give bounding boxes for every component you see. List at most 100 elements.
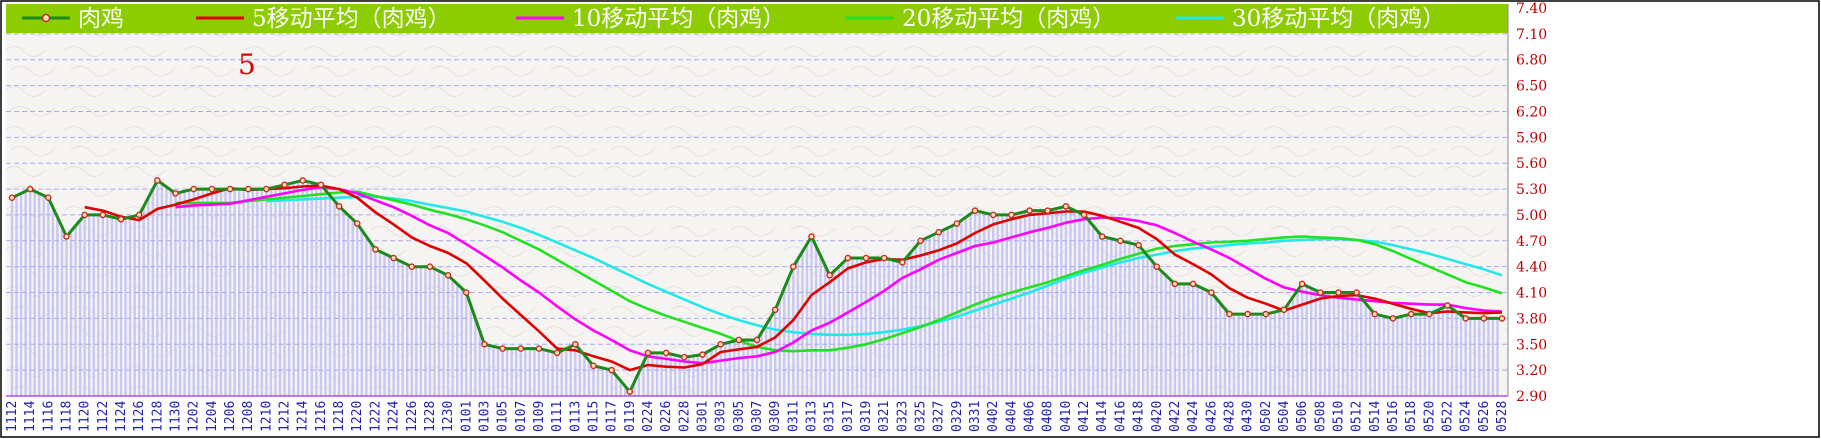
price-marker <box>1371 310 1379 318</box>
price-marker <box>1117 237 1124 245</box>
price-marker <box>753 336 761 344</box>
price-marker <box>626 388 634 395</box>
x-tick-label: 0418 <box>1132 401 1147 432</box>
price-marker <box>45 194 52 201</box>
price-marker <box>1462 315 1469 322</box>
x-tick-label: 0331 <box>968 401 983 432</box>
price-marker <box>826 271 833 279</box>
price-marker <box>1335 289 1342 296</box>
y-tick-label: 5.60 <box>1516 156 1547 172</box>
x-tick-label: 0428 <box>1222 401 1237 432</box>
annotation-label: 5 <box>238 48 256 81</box>
y-tick-label: 3.80 <box>1516 311 1547 327</box>
legend-label-ma5: 5移动平均（肉鸡） <box>252 6 451 32</box>
x-tick-label: 0115 <box>586 401 601 432</box>
price-marker <box>608 366 615 374</box>
price-marker <box>1189 280 1197 288</box>
legend-background <box>6 4 1508 33</box>
x-tick-label: 1128 <box>150 401 165 432</box>
x-tick-label: 0103 <box>477 401 492 432</box>
x-tick-label: 0105 <box>496 401 511 432</box>
price-marker <box>390 254 397 262</box>
price-marker <box>771 306 779 314</box>
price-marker <box>517 345 525 352</box>
price-marker <box>499 345 506 352</box>
x-tick-label: 1214 <box>296 401 311 432</box>
x-tick-label: 1224 <box>387 401 402 432</box>
price-marker <box>1407 310 1415 318</box>
x-tick-label: 0301 <box>695 401 710 432</box>
price-marker <box>154 177 161 184</box>
price-marker <box>1244 310 1251 318</box>
price-marker <box>1080 211 1088 219</box>
x-tick-label: 0309 <box>768 401 783 432</box>
x-tick-label: 0313 <box>805 401 820 432</box>
price-marker <box>1316 289 1324 296</box>
price-marker <box>1389 315 1397 322</box>
x-tick-label: 0311 <box>786 401 801 432</box>
x-tick-label: 1114 <box>23 401 38 432</box>
x-tick-label: 0224 <box>641 401 656 432</box>
price-marker <box>808 233 815 240</box>
x-tick-label: 0111 <box>550 401 565 432</box>
price-marker <box>26 185 34 193</box>
x-tick-label: 0422 <box>1168 401 1183 432</box>
price-marker <box>1171 280 1179 288</box>
y-tick-label: 6.20 <box>1516 104 1547 120</box>
y-tick-label: 5.00 <box>1516 208 1547 224</box>
y-tick-label: 4.10 <box>1516 286 1547 302</box>
x-tick-label: 0504 <box>1277 401 1292 432</box>
price-marker <box>535 345 543 352</box>
price-marker <box>699 351 706 358</box>
x-tick-label: 0510 <box>1331 401 1346 432</box>
price-marker <box>117 215 125 223</box>
x-tick-label: 0228 <box>677 401 692 432</box>
x-tick-label: 0430 <box>1241 401 1256 432</box>
y-tick-label: 5.90 <box>1516 130 1547 146</box>
x-tick-label: 0512 <box>1350 401 1365 432</box>
legend-label-price: 肉鸡 <box>78 6 124 32</box>
x-tick-label: 0107 <box>514 401 529 432</box>
x-tick-label: 1220 <box>350 401 365 432</box>
x-tick-label: 0325 <box>914 401 929 432</box>
y-tick-label: 4.70 <box>1516 234 1547 250</box>
legend-label-ma10: 10移动平均（肉鸡） <box>572 6 785 32</box>
x-tick-label: 0526 <box>1477 401 1492 432</box>
price-marker <box>299 177 307 184</box>
x-tick-label: 1112 <box>5 401 20 432</box>
price-marker <box>99 211 107 219</box>
legend-marker <box>41 13 51 23</box>
x-tick-label: 1204 <box>205 401 220 432</box>
x-tick-label: 0424 <box>1186 401 1201 432</box>
legend: 肉鸡 5移动平均（肉鸡） 10移动平均（肉鸡） 20移动平均（肉鸡） 30移动平均（肉鸡… <box>22 6 1445 32</box>
price-marker <box>208 185 216 193</box>
price-marker <box>662 349 670 357</box>
x-tick-label: 1126 <box>132 401 147 432</box>
price-marker <box>1426 310 1433 318</box>
legend-label-ma30: 30移动平均（肉鸡） <box>1232 6 1445 32</box>
price-marker <box>1026 207 1033 214</box>
price-marker <box>408 263 416 270</box>
price-marker <box>971 207 979 214</box>
x-tick-label: 0317 <box>841 401 856 432</box>
x-tick-label: 0420 <box>1150 401 1165 432</box>
x-tick-label: 0408 <box>1041 401 1056 432</box>
series-line-ma30 <box>266 195 1503 337</box>
price-marker <box>263 185 270 193</box>
x-tick-label: 0524 <box>1459 401 1474 432</box>
price-marker <box>899 259 906 266</box>
price-marker <box>372 246 379 253</box>
price-marker <box>1353 289 1360 296</box>
price-marker <box>862 254 870 262</box>
y-tick-label: 5.30 <box>1516 182 1547 198</box>
x-tick-label: 0109 <box>532 401 547 432</box>
volume-bars <box>10 180 1499 396</box>
price-marker <box>1262 310 1270 318</box>
x-tick-label: 0307 <box>750 401 765 432</box>
x-tick-label: 0426 <box>1204 401 1219 432</box>
price-marker <box>1135 241 1142 249</box>
legend-label-ma20: 20移动平均（肉鸡） <box>902 6 1115 32</box>
x-tick-label: 0410 <box>1059 401 1074 432</box>
x-tick-label: 1206 <box>223 401 238 432</box>
price-marker <box>426 263 434 270</box>
